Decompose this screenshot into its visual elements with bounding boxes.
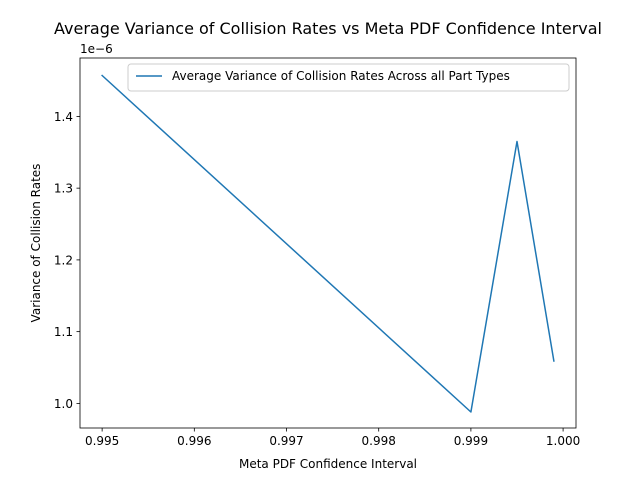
- y-tick-label: 1.2: [54, 253, 73, 267]
- y-tick-label: 1.1: [54, 325, 73, 339]
- x-tick-label: 0.996: [177, 434, 211, 448]
- y-tick-label: 1.3: [54, 182, 73, 196]
- x-tick-label: 0.997: [269, 434, 303, 448]
- x-tick-label: 0.998: [362, 434, 396, 448]
- chart-title: Average Variance of Collision Rates vs M…: [54, 19, 602, 38]
- axes-frame: [79, 57, 577, 429]
- series-line-0: [101, 74, 555, 413]
- legend-label: Average Variance of Collision Rates Acro…: [172, 69, 510, 83]
- y-axis-label: Variance of Collision Rates: [29, 164, 43, 323]
- x-tick-label: 0.995: [85, 434, 119, 448]
- x-tick-label: 1.000: [546, 434, 580, 448]
- plot-area: [101, 74, 555, 413]
- y-tick-label: 1.4: [54, 110, 73, 124]
- legend-box: [127, 63, 570, 92]
- x-axis-label: Meta PDF Confidence Interval: [239, 457, 417, 471]
- y-axis-ticks: 1.0 1.1 1.2 1.3 1.4: [54, 110, 80, 411]
- y-tick-label: 1.0: [54, 397, 73, 411]
- x-tick-label: 0.999: [454, 434, 488, 448]
- legend: Average Variance of Collision Rates Acro…: [127, 63, 570, 92]
- x-axis-ticks: 0.995 0.996 0.997 0.998 0.999 1.000: [85, 428, 580, 448]
- y-axis-scale-label: 1e−6: [80, 42, 113, 56]
